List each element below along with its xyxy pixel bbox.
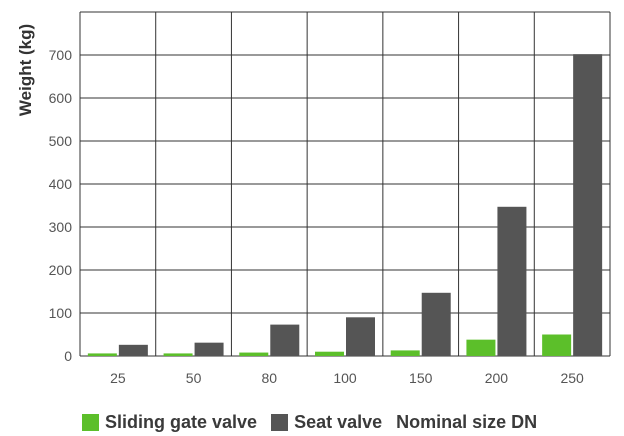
y-axis-title: Weight (kg) [16, 24, 35, 116]
x-tick-label: 50 [186, 370, 202, 386]
x-axis-title: Nominal size DN [396, 412, 538, 432]
legend-item-sliding-gate-valve: Sliding gate valve [82, 412, 257, 433]
bars [87, 54, 603, 356]
legend-label-seat-valve: Seat valve [294, 412, 383, 432]
y-tick-label: 200 [49, 262, 73, 278]
x-tick-label: 80 [261, 370, 277, 386]
grid-lines [79, 11, 611, 357]
y-tick-label: 600 [49, 90, 73, 106]
bar-seat-valve-100 [346, 317, 375, 356]
bar-sliding-gate-valve-80 [239, 352, 269, 356]
bar-sliding-gate-valve-150 [390, 350, 420, 356]
bar-sliding-gate-valve-100 [315, 351, 344, 356]
x-tick-label: 200 [485, 370, 509, 386]
legend-label-sliding-gate-valve: Sliding gate valve [105, 412, 258, 432]
y-tick-label: 100 [49, 305, 73, 321]
bar-seat-valve-200 [497, 206, 527, 356]
x-tick-labels: 25 50 80 100 150 200 250 [110, 370, 584, 386]
bar-seat-valve-25 [118, 344, 148, 356]
x-tick-label: 250 [560, 370, 584, 386]
legend-swatch-seat-valve [271, 414, 289, 431]
y-tick-label: 500 [49, 133, 73, 149]
legend-swatch-sliding-gate-valve [82, 414, 99, 431]
bar-sliding-gate-valve-200 [466, 339, 496, 356]
y-tick-label: 0 [64, 348, 72, 364]
bar-seat-valve-250 [573, 54, 603, 356]
bar-sliding-gate-valve-25 [87, 353, 117, 356]
y-tick-label: 400 [49, 176, 73, 192]
bar-sliding-gate-valve-50 [163, 353, 193, 356]
legend-item-seat-valve: Seat valve [271, 412, 382, 433]
y-tick-label: 700 [49, 47, 73, 63]
legend: Sliding gate valve Seat valve Nominal si… [82, 412, 537, 433]
x-tick-label: 25 [110, 370, 126, 386]
bar-seat-valve-50 [194, 342, 224, 356]
bar-seat-valve-150 [421, 292, 451, 356]
bar-seat-valve-80 [270, 324, 300, 356]
y-tick-label: 300 [49, 219, 73, 235]
bar-sliding-gate-valve-250 [542, 334, 572, 356]
x-tick-label: 100 [333, 370, 357, 386]
x-tick-label: 150 [409, 370, 433, 386]
y-tick-labels: 0 100 200 300 400 500 600 700 [49, 47, 73, 364]
